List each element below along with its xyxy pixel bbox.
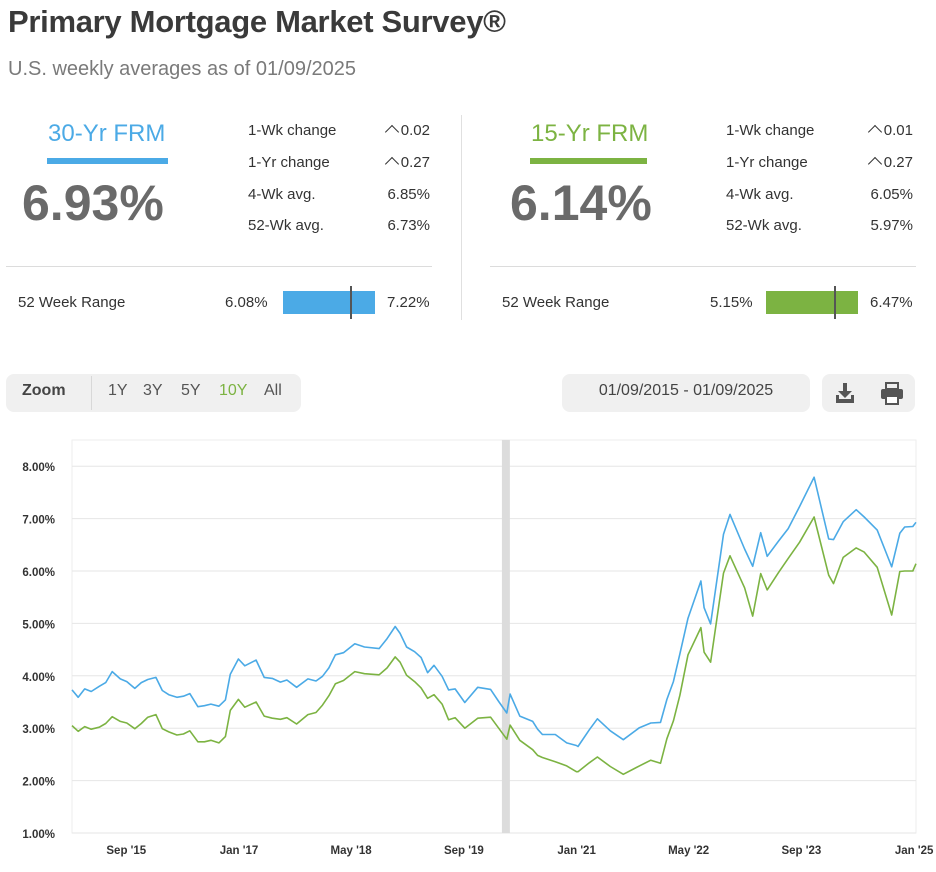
x-tick-label: Sep '19 — [444, 845, 484, 857]
frm15-series-line — [71, 516, 917, 776]
zoom-label: Zoom — [22, 382, 66, 399]
zoom-1y-button[interactable]: 1Y — [108, 382, 128, 399]
frm15-stat-value: 0.27 — [823, 154, 913, 172]
frm30-series-line — [71, 476, 917, 748]
x-tick-label: Sep '23 — [781, 845, 821, 857]
divider — [6, 266, 432, 267]
y-tick-label: 8.00% — [22, 462, 55, 474]
x-tick-label: Jan '25 — [895, 845, 934, 857]
frm30-stat-value: 6.85% — [387, 186, 430, 203]
zoom-5y-button[interactable]: 5Y — [181, 382, 201, 399]
frm30-stat-value: 6.73% — [387, 217, 430, 234]
panel-divider — [461, 115, 462, 320]
x-tick-label: May '22 — [668, 845, 709, 857]
frm30-stat-value: 0.02 — [340, 122, 430, 140]
rate-history-chart: 1.00% 2.00% 3.00% 4.00% 5.00% 6.00% 7.00% 8.00%… — [22, 439, 934, 857]
frm15-stat-label: 4-Wk avg. — [726, 186, 794, 203]
page-subtitle: U.S. weekly averages as of 01/09/2025 — [8, 58, 356, 80]
frm30-stat-value: 0.27 — [340, 154, 430, 172]
frm15-panel: 15-Yr FRM 6.14% 1-Wk change 0.01 1-Yr ch… — [484, 110, 916, 330]
download-button[interactable] — [822, 374, 869, 412]
frm15-range-marker — [834, 286, 836, 319]
zoom-bar — [6, 374, 301, 412]
page-title: Primary Mortgage Market Survey® — [8, 4, 506, 39]
divider — [490, 266, 916, 267]
frm15-range-bar — [766, 291, 858, 314]
y-tick-label: 3.00% — [22, 724, 55, 736]
frm30-range-high: 7.22% — [387, 294, 430, 311]
frm15-name: 15-Yr FRM — [531, 120, 649, 147]
download-icon — [836, 383, 854, 403]
y-tick-label: 7.00% — [22, 515, 55, 527]
frm15-stat-label: 52-Wk avg. — [726, 217, 802, 234]
frm30-range-low: 6.08% — [225, 294, 268, 311]
date-range-box[interactable] — [562, 374, 810, 412]
frm30-range-marker — [350, 286, 353, 319]
frm30-rate: 6.93% — [22, 175, 164, 231]
y-tick-label: 5.00% — [22, 619, 55, 631]
caret-up-icon — [867, 124, 882, 140]
frm15-range-low: 5.15% — [710, 294, 753, 311]
date-range-text[interactable]: 01/09/2015 - 01/09/2025 — [598, 382, 774, 399]
highlight-band — [501, 440, 510, 833]
frm15-stat-value: 5.97% — [870, 217, 913, 234]
frm15-range-high: 6.47% — [870, 294, 913, 311]
y-tick-label: 6.00% — [22, 567, 55, 579]
y-tick-label: 2.00% — [22, 777, 55, 789]
frm30-stat-label: 1-Wk change — [248, 122, 337, 139]
caret-up-icon — [384, 156, 399, 172]
frm30-stat-label: 1-Yr change — [248, 154, 330, 171]
print-icon — [881, 382, 903, 405]
caret-up-icon — [384, 124, 399, 140]
x-tick-label: Sep '15 — [106, 845, 146, 857]
y-tick-label: 4.00% — [22, 672, 55, 684]
print-button[interactable] — [869, 374, 915, 412]
frm30-name: 30-Yr FRM — [48, 120, 166, 147]
frm15-underline — [530, 158, 647, 164]
frm30-underline — [47, 158, 168, 164]
y-tick-label: 1.00% — [22, 829, 55, 841]
zoom-separator — [91, 376, 92, 410]
frm15-stat-label: 1-Yr change — [726, 154, 808, 171]
frm30-stat-label: 4-Wk avg. — [248, 186, 316, 203]
zoom-10y-button[interactable]: 10Y — [219, 382, 248, 399]
frm15-rate: 6.14% — [510, 175, 652, 231]
plot-area — [71, 439, 917, 834]
x-tick-label: Jan '17 — [220, 845, 259, 857]
x-tick-label: May '18 — [331, 845, 373, 857]
zoom-all-button[interactable]: All — [264, 382, 282, 399]
frm30-range-label: 52 Week Range — [18, 294, 126, 311]
zoom-3y-button[interactable]: 3Y — [143, 382, 163, 399]
frm15-stat-label: 1-Wk change — [726, 122, 815, 139]
frm30-range-bar — [283, 291, 375, 314]
frm30-panel: 30-Yr FRM 6.93% 1-Wk change 0.02 1-Yr ch… — [0, 110, 432, 330]
frm15-stat-value: 0.01 — [823, 122, 913, 140]
frm15-stat-value: 6.05% — [870, 186, 913, 203]
frm30-stat-label: 52-Wk avg. — [248, 217, 324, 234]
frm15-range-label: 52 Week Range — [502, 294, 610, 311]
x-tick-label: Jan '21 — [557, 845, 596, 857]
caret-up-icon — [867, 156, 882, 172]
